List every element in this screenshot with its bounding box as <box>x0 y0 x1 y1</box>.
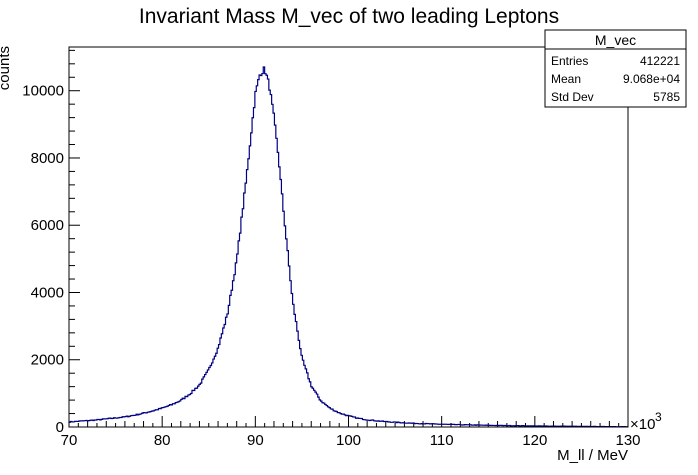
x-tick-label: 90 <box>247 432 264 449</box>
stats-label-std-dev: Std Dev <box>551 90 594 104</box>
histogram-series-line <box>68 66 628 428</box>
stats-box-frame <box>544 29 687 108</box>
x-tick-label: 100 <box>336 432 361 449</box>
stats-box: M_vec Entries 412221 Mean 9.068e+04 Std … <box>544 29 687 108</box>
y-tick-label: 10000 <box>22 83 64 100</box>
axis-tick-labels: 70 80 90 100 110 120 130 0 2000 4000 6000 8000 10000 <box>22 83 640 449</box>
chart-title: Invariant Mass M_vec of two leading Lept… <box>139 5 559 28</box>
y-tick-label: 6000 <box>31 217 64 234</box>
stats-value-mean: 9.068e+04 <box>623 72 680 86</box>
x-multiplier-exponent: 3 <box>655 410 662 424</box>
x-tick-label: 80 <box>154 432 171 449</box>
y-tick-label: 8000 <box>31 150 64 167</box>
x-tick-label: 110 <box>430 432 454 449</box>
x-tick-label: 70 <box>61 432 78 449</box>
x-axis-multiplier: ×10 3 <box>630 410 662 433</box>
stats-box-title: M_vec <box>595 32 636 48</box>
stats-label-entries: Entries <box>551 54 588 68</box>
x-tick-label: 130 <box>615 432 640 449</box>
y-tick-label: 0 <box>56 419 64 436</box>
y-tick-label: 2000 <box>31 352 64 369</box>
y-tick-label: 4000 <box>31 284 64 301</box>
x-tick-label: 120 <box>522 432 547 449</box>
stats-value-std-dev: 5785 <box>653 90 680 104</box>
plot-frame <box>68 46 629 428</box>
x-multiplier-base: ×10 <box>630 416 655 433</box>
x-axis-label: M_ll / MeV <box>557 447 628 464</box>
y-axis-label: counts <box>0 46 13 90</box>
stats-value-entries: 412221 <box>640 54 680 68</box>
stats-label-mean: Mean <box>551 72 581 86</box>
